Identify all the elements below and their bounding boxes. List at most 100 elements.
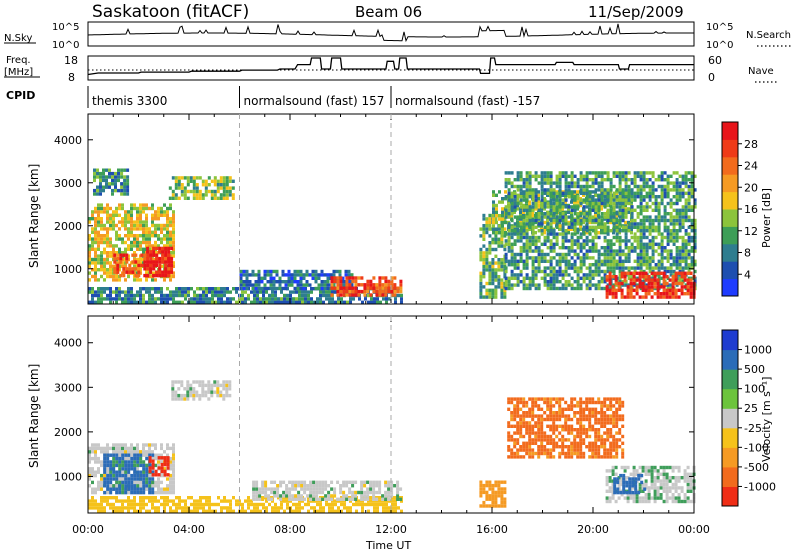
heatmap-cell <box>106 480 110 485</box>
heatmap-cell <box>534 212 538 216</box>
heatmap-cell <box>639 195 643 199</box>
heatmap-cell <box>534 286 538 291</box>
heatmap-cell <box>635 292 639 296</box>
heatmap-cell <box>315 487 319 491</box>
heatmap-cell <box>181 293 184 298</box>
heatmap-cell <box>606 198 610 202</box>
heatmap-cell <box>130 477 134 481</box>
heatmap-cell <box>145 456 149 461</box>
heatmap-cell <box>513 232 517 236</box>
heatmap-cell <box>510 283 514 287</box>
heatmap-cell <box>148 469 152 474</box>
heatmap-cell <box>537 229 541 233</box>
heatmap-cell <box>112 223 115 228</box>
heatmap-cell <box>149 270 153 274</box>
heatmap-cell <box>192 189 196 194</box>
heatmap-cell <box>133 300 136 304</box>
heatmap-cell <box>163 469 167 474</box>
heatmap-cell <box>600 203 603 208</box>
heatmap-cell <box>139 287 142 291</box>
heatmap-cell <box>202 496 205 500</box>
heatmap-cell <box>130 244 133 248</box>
heatmap-cell <box>163 487 166 491</box>
heatmap-cell <box>549 181 553 185</box>
heatmap-cell <box>543 283 547 287</box>
heatmap-cell <box>127 300 130 304</box>
heatmap-cell <box>121 450 124 454</box>
heatmap-cell <box>186 383 190 388</box>
heatmap-cell <box>675 215 679 219</box>
heatmap-cell <box>205 502 208 507</box>
heatmap-cell <box>151 223 154 228</box>
heatmap-cell <box>319 300 322 304</box>
heatmap-cell <box>690 184 694 189</box>
heatmap-cell <box>552 256 556 260</box>
heatmap-cell <box>109 217 112 221</box>
heatmap-cell <box>612 229 616 233</box>
heatmap-cell <box>97 261 100 265</box>
heatmap-cell <box>384 283 388 287</box>
heatmap-cell <box>543 256 547 260</box>
heatmap-cell <box>119 260 123 264</box>
heatmap-cell <box>657 212 661 216</box>
heatmap-cell <box>555 273 559 277</box>
heatmap-cell <box>341 276 345 280</box>
heatmap-cell <box>603 286 607 291</box>
heatmap-cell <box>231 193 235 197</box>
heatmap-cell <box>546 252 550 257</box>
heatmap-cell <box>609 181 613 185</box>
heatmap-cell <box>615 198 619 202</box>
heatmap-cell <box>210 193 214 197</box>
heatmap-cell <box>136 467 139 471</box>
heatmap-cell <box>597 181 601 185</box>
heatmap-cell <box>618 256 622 260</box>
heatmap-cell <box>169 237 172 241</box>
heatmap-cell <box>597 266 601 270</box>
heatmap-cell <box>573 205 577 209</box>
heatmap-cell <box>320 283 324 287</box>
heatmap-cell <box>115 213 118 217</box>
heatmap-cell <box>121 237 124 241</box>
heatmap-cell <box>693 225 697 229</box>
heatmap-cell <box>348 293 352 297</box>
heatmap-cell <box>594 229 598 233</box>
heatmap-cell <box>166 217 169 221</box>
heatmap-cell <box>570 208 574 212</box>
heatmap-cell <box>585 229 589 233</box>
heatmap-cell <box>148 290 151 294</box>
heatmap-cell <box>540 242 544 246</box>
heatmap-cell <box>226 300 229 304</box>
heatmap-cell <box>292 300 295 304</box>
heatmap-cell <box>136 244 139 248</box>
heatmap-cell <box>157 237 160 241</box>
heatmap-cell <box>485 258 489 262</box>
heatmap-cell <box>588 256 592 260</box>
heatmap-cell <box>100 220 103 224</box>
heatmap-cell <box>378 279 382 284</box>
heatmap-cell <box>148 300 151 304</box>
heatmap-cell <box>641 271 645 275</box>
heatmap-cell <box>494 285 498 289</box>
heatmap-cell <box>247 293 250 298</box>
heatmap-cell <box>133 203 136 207</box>
heatmap-cell <box>222 387 226 391</box>
heatmap-cell <box>690 195 694 199</box>
heatmap-cell <box>111 192 114 196</box>
heatmap-cell <box>261 497 265 501</box>
heatmap-cell <box>645 266 649 270</box>
heatmap-cell <box>540 191 544 195</box>
heatmap-cell <box>330 283 334 287</box>
heatmap-cell <box>109 240 112 245</box>
heatmap-cell <box>145 480 149 485</box>
heatmap-cell <box>570 222 574 226</box>
heatmap-cell <box>663 266 667 270</box>
heatmap-cell <box>106 473 110 478</box>
heatmap-cell <box>564 263 568 267</box>
heatmap-cell <box>663 195 667 199</box>
heatmap-cell <box>295 297 298 301</box>
heatmap-cell <box>103 446 106 451</box>
heatmap-cell <box>531 256 535 260</box>
heatmap-cell <box>630 249 634 253</box>
heatmap-cell <box>111 175 114 179</box>
heatmap-cell <box>519 222 523 226</box>
